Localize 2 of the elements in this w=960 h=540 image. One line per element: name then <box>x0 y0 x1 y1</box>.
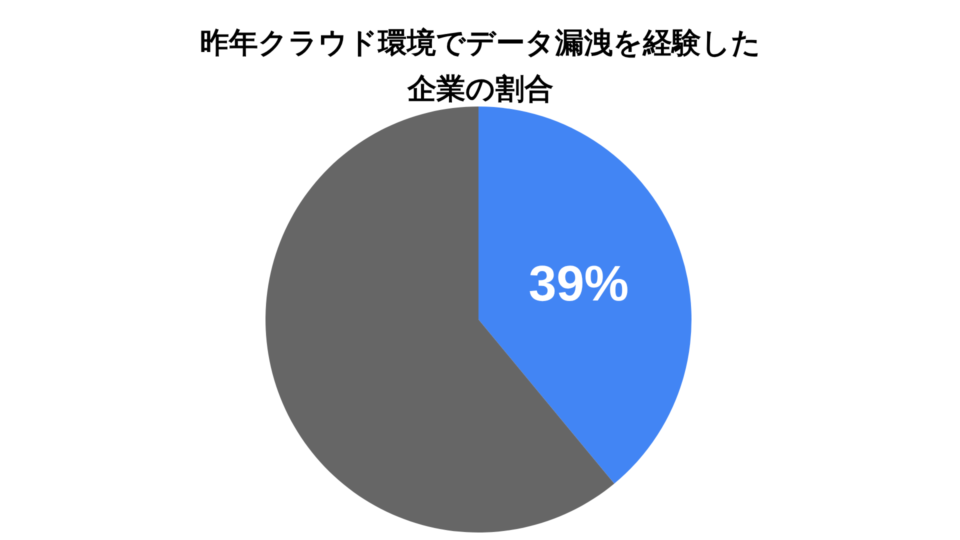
chart-title: 昨年クラウド環境でデータ漏洩を経験した企業の割合 <box>200 26 761 106</box>
data-label: 39% <box>528 255 629 312</box>
